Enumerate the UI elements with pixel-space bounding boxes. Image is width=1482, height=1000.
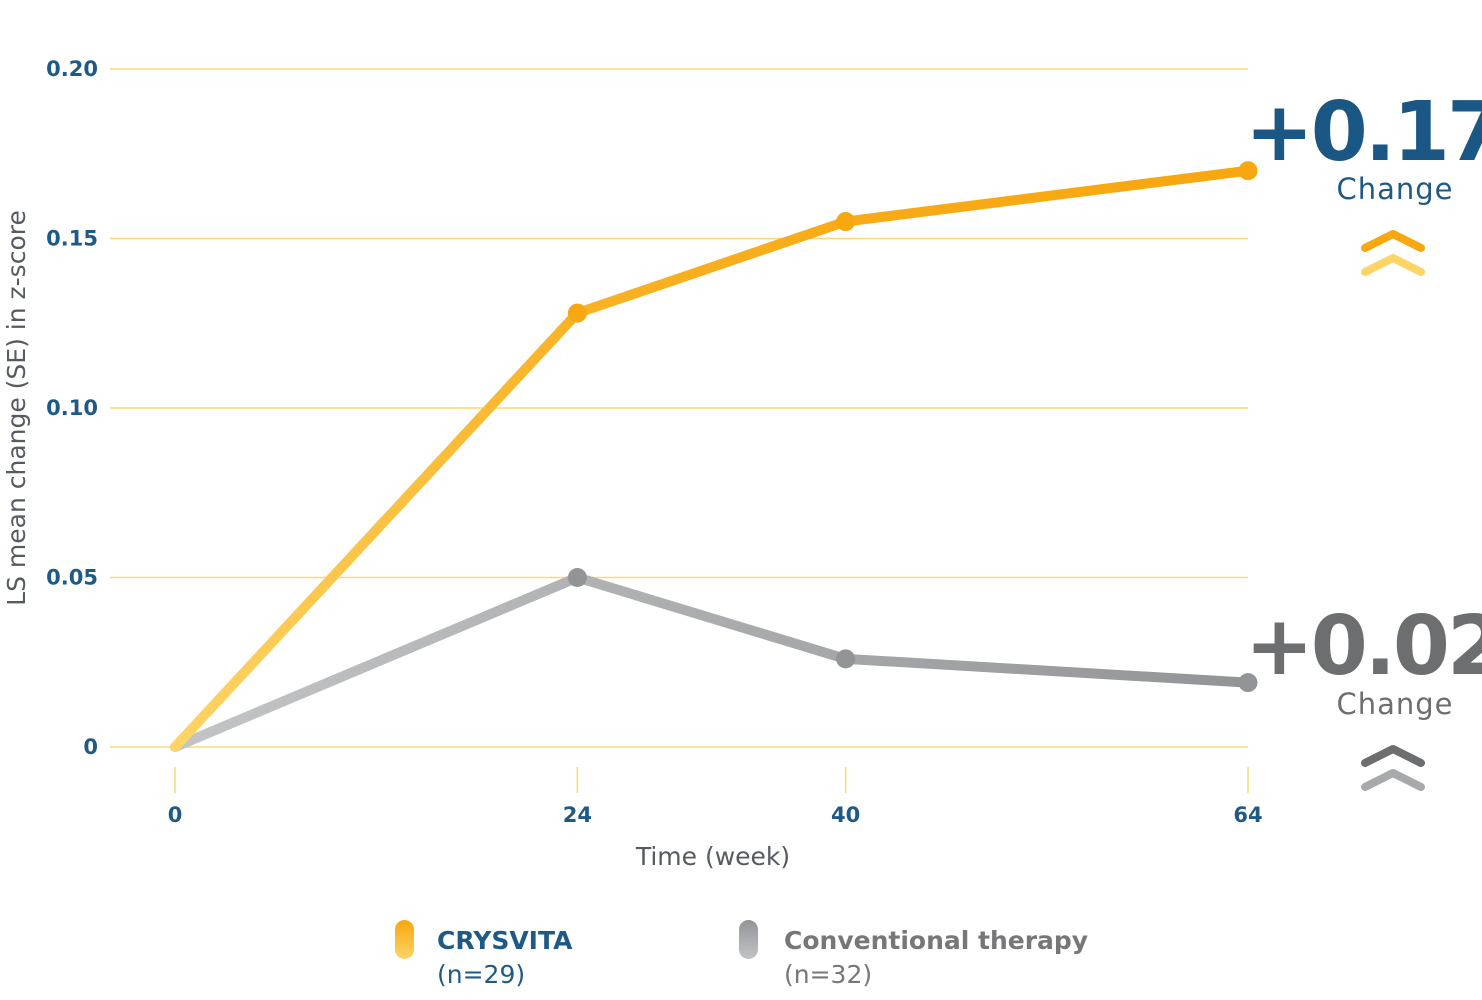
legend-crysvita-n: (n=29)	[437, 960, 525, 989]
conventional-pill-marker-icon	[739, 920, 758, 959]
crysvita-change-label: Change	[1336, 172, 1453, 206]
series-lines	[170, 165, 1253, 752]
x-axis-ticks	[174, 767, 1249, 793]
legend-conventional-n: (n=32)	[784, 960, 872, 989]
conventional-point-1	[567, 568, 587, 587]
x-axis-tick-labels: 0 24 40 64	[168, 803, 1263, 827]
y-tick-label-1: 0.05	[46, 566, 98, 590]
y-tick-label-0: 0	[83, 735, 98, 759]
conventional-double-chevron-up-icon	[1361, 745, 1425, 791]
y-tick-label-3: 0.15	[46, 227, 98, 251]
legend-item-crysvita: CRYSVITA (n=29)	[395, 920, 573, 989]
gridlines	[110, 68, 1248, 748]
y-axis-tick-labels: 0 0.05 0.10 0.15 0.20	[46, 57, 98, 759]
x-tick-label-2: 40	[831, 803, 860, 827]
x-tick-label-0: 0	[168, 803, 183, 827]
legend-crysvita-name: CRYSVITA	[437, 926, 573, 955]
conventional-end-value: +0.02	[1245, 599, 1482, 694]
y-tick-label-4: 0.20	[46, 57, 98, 81]
legend-item-conventional: Conventional therapy (n=32)	[739, 920, 1088, 989]
y-axis-title: LS mean change (SE) in z-score	[2, 210, 31, 606]
crysvita-point-1	[567, 303, 587, 323]
x-tick-label-1: 24	[563, 803, 592, 827]
series-points	[567, 161, 1258, 693]
conventional-series-line	[170, 572, 1253, 752]
y-tick-label-2: 0.10	[46, 396, 98, 420]
crysvita-end-value: +0.17	[1245, 85, 1482, 180]
crysvita-point-2	[836, 212, 856, 232]
x-axis-title: Time (week)	[635, 842, 790, 871]
legend-conventional-name: Conventional therapy	[784, 926, 1088, 955]
crysvita-pill-marker-icon	[395, 920, 414, 959]
x-tick-label-3: 64	[1233, 803, 1262, 827]
crysvita-series-line	[170, 165, 1253, 752]
conventional-point-2	[836, 649, 856, 669]
conventional-end-callout: +0.02 Change	[1245, 599, 1482, 791]
crysvita-end-callout: +0.17 Change	[1245, 85, 1482, 276]
crysvita-double-chevron-up-icon	[1361, 230, 1425, 276]
legend: CRYSVITA (n=29) Conventional therapy (n=…	[395, 920, 1088, 989]
conventional-point-3	[1238, 673, 1258, 693]
crysvita-point-3	[1238, 161, 1258, 181]
conventional-change-label: Change	[1336, 687, 1453, 721]
